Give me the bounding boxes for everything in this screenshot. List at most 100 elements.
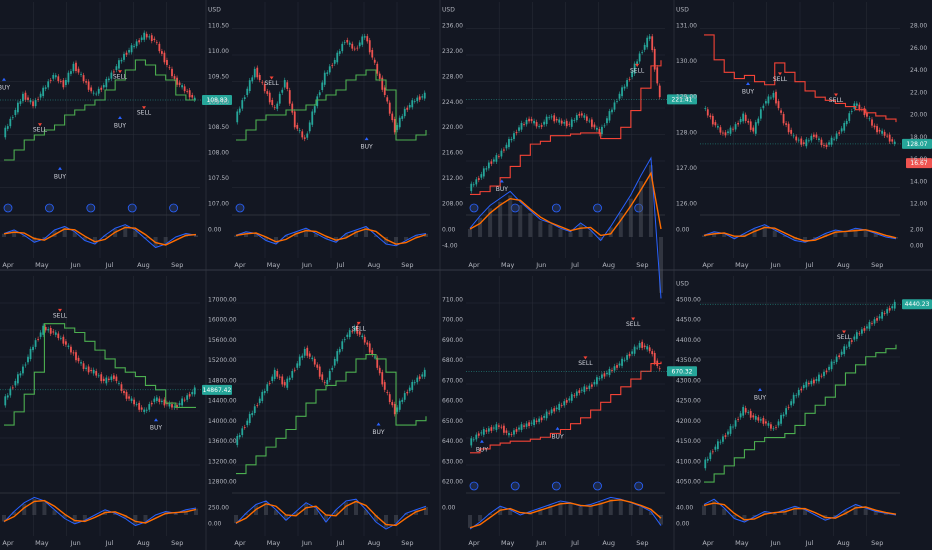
time-axis-label: May	[735, 261, 749, 269]
candle-body	[795, 136, 798, 141]
price-tick-label: 110.50	[208, 23, 229, 30]
histogram-bar	[173, 513, 178, 515]
candle-body	[651, 36, 654, 51]
histogram-bar	[742, 515, 747, 522]
candle-body	[47, 329, 50, 331]
price-tick-label: 630.00	[442, 458, 463, 465]
candle-body	[37, 338, 40, 340]
candle-body	[376, 63, 379, 74]
candle-body	[795, 395, 798, 397]
event-marker-icon	[45, 203, 54, 213]
candle-body	[138, 40, 141, 43]
candle-body	[37, 98, 40, 100]
candle-body	[596, 127, 598, 130]
candle-body	[480, 174, 483, 178]
histogram-bar	[143, 237, 148, 239]
histogram-bar	[628, 503, 633, 515]
histogram-bar	[873, 511, 878, 515]
time-axis-label: Apr	[702, 539, 714, 547]
candle-body	[258, 398, 261, 404]
candle-body	[150, 402, 153, 405]
candle-body	[366, 342, 369, 345]
candle-body	[520, 424, 523, 430]
candle-body	[588, 120, 591, 122]
candle-body	[168, 67, 171, 69]
candle-body	[475, 179, 478, 185]
candle-body	[820, 139, 823, 146]
histogram-bar	[133, 515, 138, 525]
candle-body	[818, 138, 820, 140]
time-axis-label: Aug	[368, 261, 381, 269]
current-price-label: 128.07	[907, 141, 928, 148]
candle-body	[785, 408, 788, 415]
candle-body	[732, 128, 734, 130]
time-axis-label: Jun	[70, 539, 81, 547]
candle-body	[102, 85, 105, 88]
candle-body	[188, 394, 191, 397]
histogram-bar	[344, 233, 348, 237]
price-tick-label: 224.00	[442, 99, 463, 106]
candle-body	[631, 351, 633, 354]
candle-body	[759, 109, 762, 119]
candle-body	[636, 61, 639, 65]
candle-body	[538, 418, 541, 422]
candle-body	[845, 346, 848, 348]
candle-body	[835, 356, 838, 362]
candle-body	[543, 415, 546, 418]
candle-body	[153, 398, 156, 402]
candle-body	[709, 115, 712, 118]
histogram-bar	[2, 233, 6, 237]
candle-body	[893, 141, 896, 144]
candle-body	[530, 422, 533, 424]
trailing-stop-line	[470, 361, 662, 454]
buy-arrow-icon	[746, 82, 750, 86]
buy-signal-label: BUY	[114, 122, 127, 129]
candle-body	[762, 418, 765, 424]
candle-body	[383, 87, 386, 95]
candle-body	[548, 412, 551, 414]
candle-body	[477, 178, 480, 180]
time-axis-label: Sep	[636, 539, 648, 547]
candle-body	[840, 128, 843, 132]
candle-body	[810, 380, 813, 385]
candle-body	[759, 419, 762, 421]
candle-body	[797, 389, 800, 396]
candle-body	[418, 96, 421, 100]
buy-signal-label: BUY	[361, 144, 374, 151]
currency-label: USD	[442, 7, 455, 14]
candle-body	[261, 82, 264, 84]
candle-body	[742, 113, 745, 122]
candle-body	[308, 122, 311, 132]
candle-body	[391, 402, 394, 406]
candle-body	[338, 51, 341, 54]
candle-body	[398, 400, 401, 410]
histogram-bar	[468, 515, 472, 528]
candle-body	[800, 388, 803, 391]
price-tick-label: 620.00	[442, 479, 463, 486]
candle-body	[810, 135, 813, 141]
candle-body	[767, 423, 770, 426]
candle-body	[828, 142, 830, 145]
candle-body	[709, 452, 712, 459]
candle-body	[835, 133, 838, 139]
buy-arrow-icon	[758, 387, 762, 391]
time-axis-label: Jul	[805, 539, 814, 547]
candle-body	[288, 90, 291, 104]
histogram-bar	[762, 511, 767, 515]
candle-body	[767, 96, 770, 104]
price-tick-label: 220.00	[442, 124, 463, 131]
candle-body	[585, 387, 588, 389]
candle-body	[193, 387, 196, 395]
candle-body	[338, 349, 341, 353]
candle-body	[85, 367, 88, 369]
sell-arrow-icon	[58, 308, 62, 312]
candle-body	[772, 92, 775, 98]
candle-body	[133, 46, 136, 47]
candle-body	[633, 346, 636, 354]
price-tick-label: 4350.00	[676, 357, 701, 364]
price-tick-label: 228.00	[442, 73, 463, 80]
histogram-bar	[234, 515, 238, 523]
histogram-bar	[384, 515, 388, 528]
candle-body	[271, 100, 274, 105]
time-axis-label: Apr	[234, 261, 246, 269]
